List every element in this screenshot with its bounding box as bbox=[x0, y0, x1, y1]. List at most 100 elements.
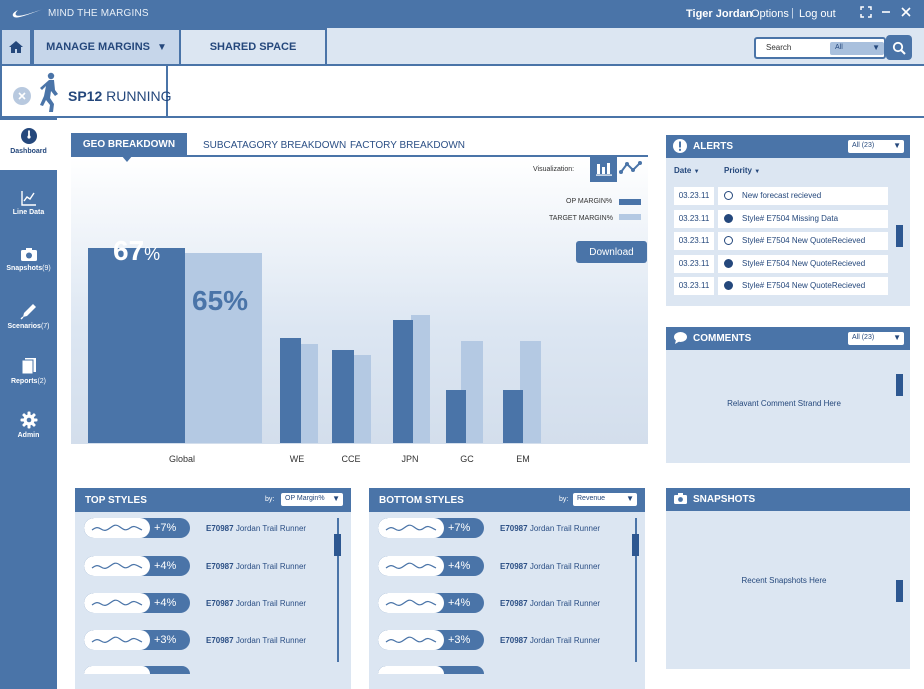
alerts-date-header[interactable]: Date ▼ bbox=[674, 166, 700, 175]
tab-underline bbox=[71, 155, 648, 157]
bar-chart-icon bbox=[595, 163, 612, 176]
style-margin-change: +4% bbox=[154, 560, 177, 572]
style-row-link[interactable]: E70987 Jordan Trail Runner bbox=[500, 599, 600, 608]
shared-space-tab[interactable]: SHARED SPACE bbox=[179, 28, 327, 66]
sparkline-pill[interactable]: +7% bbox=[84, 518, 190, 538]
alerts-priority-header[interactable]: Priority ▼ bbox=[724, 166, 760, 175]
sparkline-pill[interactable]: +4% bbox=[84, 593, 190, 613]
page-title: SP12 RUNNING bbox=[68, 88, 171, 104]
style-row-link[interactable]: E70987 Jordan Trail Runner bbox=[206, 562, 306, 571]
search-button[interactable] bbox=[886, 35, 912, 60]
x-tick-label: GC bbox=[460, 454, 474, 464]
alerts-panel: ALERTS All (23) ▼ Date ▼ Priority ▼ 03.2… bbox=[666, 135, 910, 306]
style-name: Jordan Trail Runner bbox=[235, 636, 307, 645]
close-window-icon[interactable] bbox=[900, 6, 912, 18]
sparkline-pill[interactable]: +4% bbox=[378, 593, 484, 613]
alert-message: Style# E7504 New QuoteRecieved bbox=[742, 281, 866, 290]
style-code: E70987 bbox=[206, 636, 234, 645]
top-styles-sort-select[interactable]: OP Margin% ▼ bbox=[281, 493, 343, 506]
sparkline-pill[interactable]: +3% bbox=[378, 630, 484, 650]
style-margin-change: +4% bbox=[448, 560, 471, 572]
shared-space-label: SHARED SPACE bbox=[209, 41, 297, 53]
sidebar-item-snapshots[interactable]: Snapshots(9) bbox=[0, 247, 57, 272]
style-margin-change: +7% bbox=[448, 522, 471, 534]
sparkline-pill[interactable]: +3% bbox=[84, 630, 190, 650]
sparkline-icon bbox=[385, 562, 437, 569]
sparkline-icon bbox=[385, 599, 437, 606]
alert-message-row[interactable]: Style# E7504 New QuoteRecieved bbox=[718, 232, 888, 250]
options-link[interactable]: Options bbox=[751, 8, 789, 20]
sparkline-bg bbox=[84, 518, 150, 538]
user-name: Tiger Jordan bbox=[686, 8, 753, 20]
x-tick-label: CCE bbox=[341, 454, 361, 464]
line-view-icon[interactable] bbox=[619, 158, 643, 178]
sort-arrow-icon: ▼ bbox=[693, 169, 700, 175]
fullscreen-icon[interactable] bbox=[860, 6, 872, 18]
comments-filter-select[interactable]: All (23) ▼ bbox=[848, 332, 904, 345]
style-row-link[interactable]: E70987 Jordan Trail Runner bbox=[206, 636, 306, 645]
sidebar-item-admin[interactable]: Admin bbox=[0, 411, 57, 439]
tab-geo-breakdown[interactable]: GEO BREAKDOWN bbox=[71, 133, 187, 162]
page-title-box bbox=[0, 66, 168, 118]
top-styles-panel: TOP STYLES by: OP Margin% ▼ +7% E70987 Jo… bbox=[75, 488, 351, 689]
alert-message: Style# E7504 Missing Data bbox=[742, 213, 839, 223]
style-code: E70987 bbox=[500, 562, 528, 571]
scrollbar-track[interactable] bbox=[337, 518, 339, 662]
scrollbar-thumb[interactable] bbox=[896, 374, 903, 396]
alert-message-row[interactable]: Style# E7504 New QuoteRecieved bbox=[718, 254, 888, 273]
geo-chart-area bbox=[71, 157, 648, 444]
style-row-link[interactable]: E70987 Jordan Trail Runner bbox=[206, 599, 306, 608]
scrollbar-thumb[interactable] bbox=[632, 534, 639, 556]
bottom-styles-sort-select[interactable]: Revenue ▼ bbox=[573, 493, 637, 506]
sparkline-pill[interactable]: +7% bbox=[378, 518, 484, 538]
scrollbar-track[interactable] bbox=[635, 518, 637, 662]
style-row-link[interactable]: E70987 Jordan Trail Runner bbox=[206, 524, 306, 533]
sparkline-pill-partial bbox=[378, 666, 484, 674]
home-button[interactable] bbox=[0, 28, 32, 66]
camera-icon bbox=[20, 248, 37, 261]
tab-factory-breakdown[interactable]: FACTORY BREAKDOWN bbox=[350, 140, 466, 151]
sparkline-icon bbox=[385, 524, 437, 531]
runner-icon bbox=[40, 72, 58, 112]
sidebar-item-line-data[interactable]: Line Data bbox=[0, 190, 57, 216]
bar-view-button[interactable] bbox=[590, 156, 617, 182]
style-row-link[interactable]: E70987 Jordan Trail Runner bbox=[500, 562, 600, 571]
legend-op-label: OP MARGIN% bbox=[566, 198, 613, 205]
download-button[interactable]: Download bbox=[576, 241, 647, 263]
top-styles-header: TOP STYLES by: OP Margin% ▼ bbox=[75, 488, 351, 512]
brand-swoosh-logo[interactable] bbox=[12, 7, 44, 19]
minimize-icon[interactable] bbox=[880, 6, 892, 18]
search-input[interactable]: Search bbox=[766, 43, 792, 52]
close-page-button[interactable] bbox=[13, 87, 31, 105]
sidebar-item-reports[interactable]: Reports(2) bbox=[0, 357, 57, 385]
style-row-link[interactable]: E70987 Jordan Trail Runner bbox=[500, 524, 600, 533]
style-row-link[interactable]: E70987 Jordan Trail Runner bbox=[500, 636, 600, 645]
tab-subcategory-breakdown[interactable]: SUBCATAGORY BREAKDOWN bbox=[203, 140, 347, 151]
alert-date: 03.23.11 bbox=[674, 232, 714, 250]
scrollbar-thumb[interactable] bbox=[896, 580, 903, 602]
alert-message-row[interactable]: New forecast recieved bbox=[718, 187, 888, 205]
style-name: Jordan Trail Runner bbox=[529, 562, 601, 571]
active-pointer bbox=[57, 134, 65, 152]
logout-link[interactable]: Log out bbox=[799, 8, 836, 20]
sidebar-item-dashboard[interactable]: Dashboard bbox=[0, 127, 57, 155]
alerts-filter-select[interactable]: All (23) ▼ bbox=[848, 140, 904, 153]
sparkline-icon bbox=[91, 562, 143, 569]
search-box[interactable]: Search All ▼ bbox=[754, 37, 886, 59]
alert-message-row[interactable]: Style# E7504 New QuoteRecieved bbox=[718, 277, 888, 295]
sparkline-bg bbox=[378, 666, 444, 674]
alert-icon bbox=[673, 139, 687, 153]
sparkline-pill[interactable]: +4% bbox=[378, 556, 484, 576]
search-scope-select[interactable]: All ▼ bbox=[830, 42, 884, 55]
sort-by-label: by: bbox=[265, 496, 275, 503]
scrollbar-thumb[interactable] bbox=[334, 534, 341, 556]
sparkline-icon bbox=[385, 636, 437, 643]
priority-low-icon bbox=[724, 236, 733, 245]
sidebar-item-scenarios[interactable]: Scenarios(7) bbox=[0, 302, 57, 330]
priority-high-icon bbox=[724, 258, 733, 268]
manage-margins-tab[interactable]: MANAGE MARGINS ▼ bbox=[32, 28, 181, 66]
page-title-rest: RUNNING bbox=[106, 88, 172, 104]
sparkline-pill[interactable]: +4% bbox=[84, 556, 190, 576]
scrollbar-thumb[interactable] bbox=[896, 225, 903, 247]
alert-message-row[interactable]: Style# E7504 Missing Data bbox=[718, 209, 888, 228]
